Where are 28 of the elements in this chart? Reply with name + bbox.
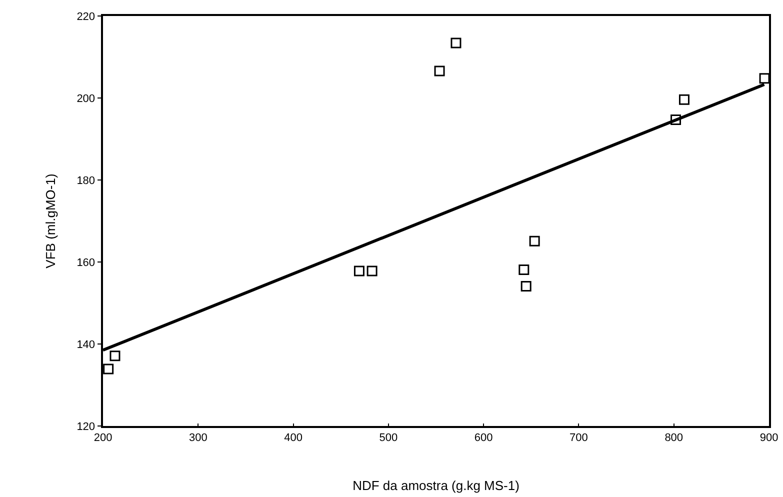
y-tick-label: 220 <box>76 10 96 23</box>
point <box>434 66 445 76</box>
y-tick-label: 160 <box>76 256 96 269</box>
point <box>759 73 769 84</box>
x-tick-label: 600 <box>474 432 493 444</box>
point <box>518 264 530 276</box>
x-tick-label: 700 <box>570 432 588 444</box>
y-tick-label: 140 <box>76 338 96 351</box>
x-tick-label: 800 <box>664 432 684 444</box>
point <box>670 114 682 125</box>
y-tick-label: 120 <box>76 420 96 433</box>
point <box>103 364 114 374</box>
x-tick-label: 300 <box>188 432 208 444</box>
x-tick-label: 500 <box>379 432 398 444</box>
y-tick-label: 180 <box>76 174 96 187</box>
x-tick-label: 400 <box>284 432 302 444</box>
x-tick-label: 900 <box>760 432 778 444</box>
x-axis-title: NDF da amostra (g.kg MS-1) <box>352 478 520 494</box>
y-axis-title: VFB (ml.gMO-1) <box>43 174 58 268</box>
point <box>110 350 120 362</box>
point <box>529 236 540 246</box>
point <box>354 266 364 276</box>
point <box>678 94 690 105</box>
point <box>520 280 532 292</box>
x-tick-label: 200 <box>94 432 112 444</box>
point <box>366 266 378 276</box>
point <box>450 38 462 48</box>
y-tick-label: 200 <box>76 92 96 105</box>
